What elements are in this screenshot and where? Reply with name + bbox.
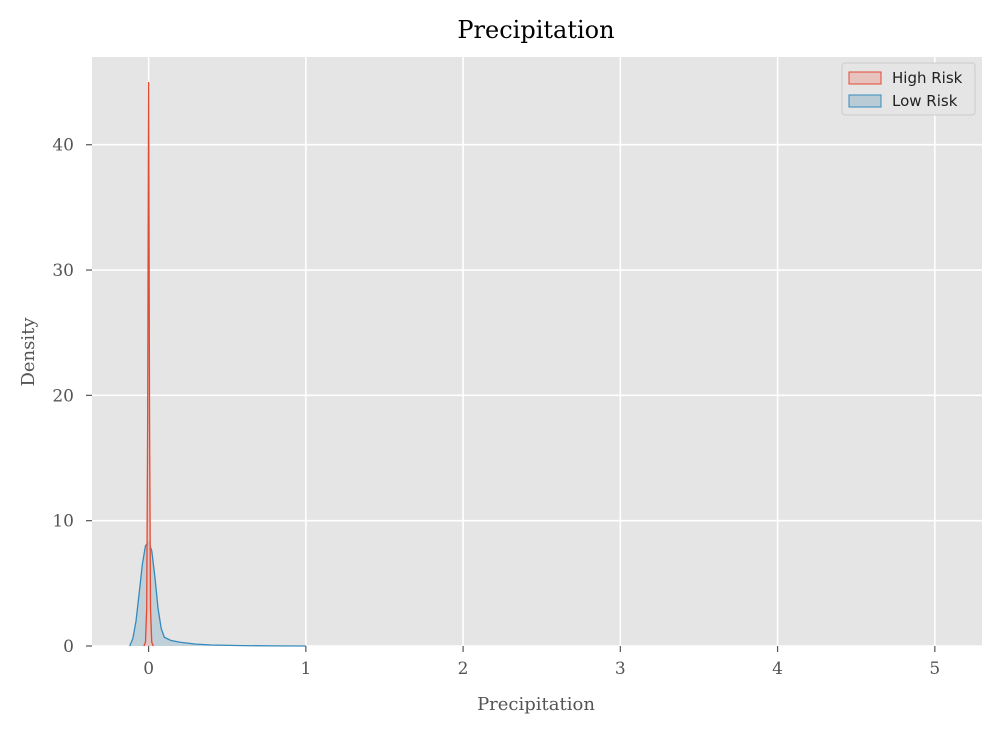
x-tick-label: 3 [615,659,626,679]
x-tick-label: 4 [772,659,783,679]
x-axis-label: Precipitation [477,694,595,715]
x-tick-label: 5 [929,659,940,679]
x-axis-ticks: 0 1 2 3 4 5 [143,646,940,679]
legend: High Risk Low Risk [841,62,976,116]
high-risk-density-line [143,82,154,647]
low-risk-legend-swatch [848,94,882,108]
y-tick-label: 20 [52,386,74,406]
y-tick-label: 30 [52,261,74,281]
chart-title: Precipitation [457,16,614,44]
plot-area [92,57,982,646]
y-tick-label: 40 [52,136,74,156]
x-tick-label: 2 [458,659,469,679]
high-risk-legend-label: High Risk [892,69,963,87]
low-risk-legend-label: Low Risk [892,92,958,110]
x-tick-label: 1 [300,659,311,679]
high-risk-legend-swatch [848,71,882,85]
y-tick-label: 10 [52,512,74,532]
y-axis-label: Density [18,317,39,387]
high-risk-density-area [143,82,154,646]
y-axis-ticks: 0 10 20 30 40 [52,136,92,657]
y-tick-label: 0 [63,637,74,657]
grid-lines [92,57,982,647]
x-tick-label: 0 [143,659,154,679]
low-risk-density-line [129,540,306,647]
series-layer [129,82,306,647]
